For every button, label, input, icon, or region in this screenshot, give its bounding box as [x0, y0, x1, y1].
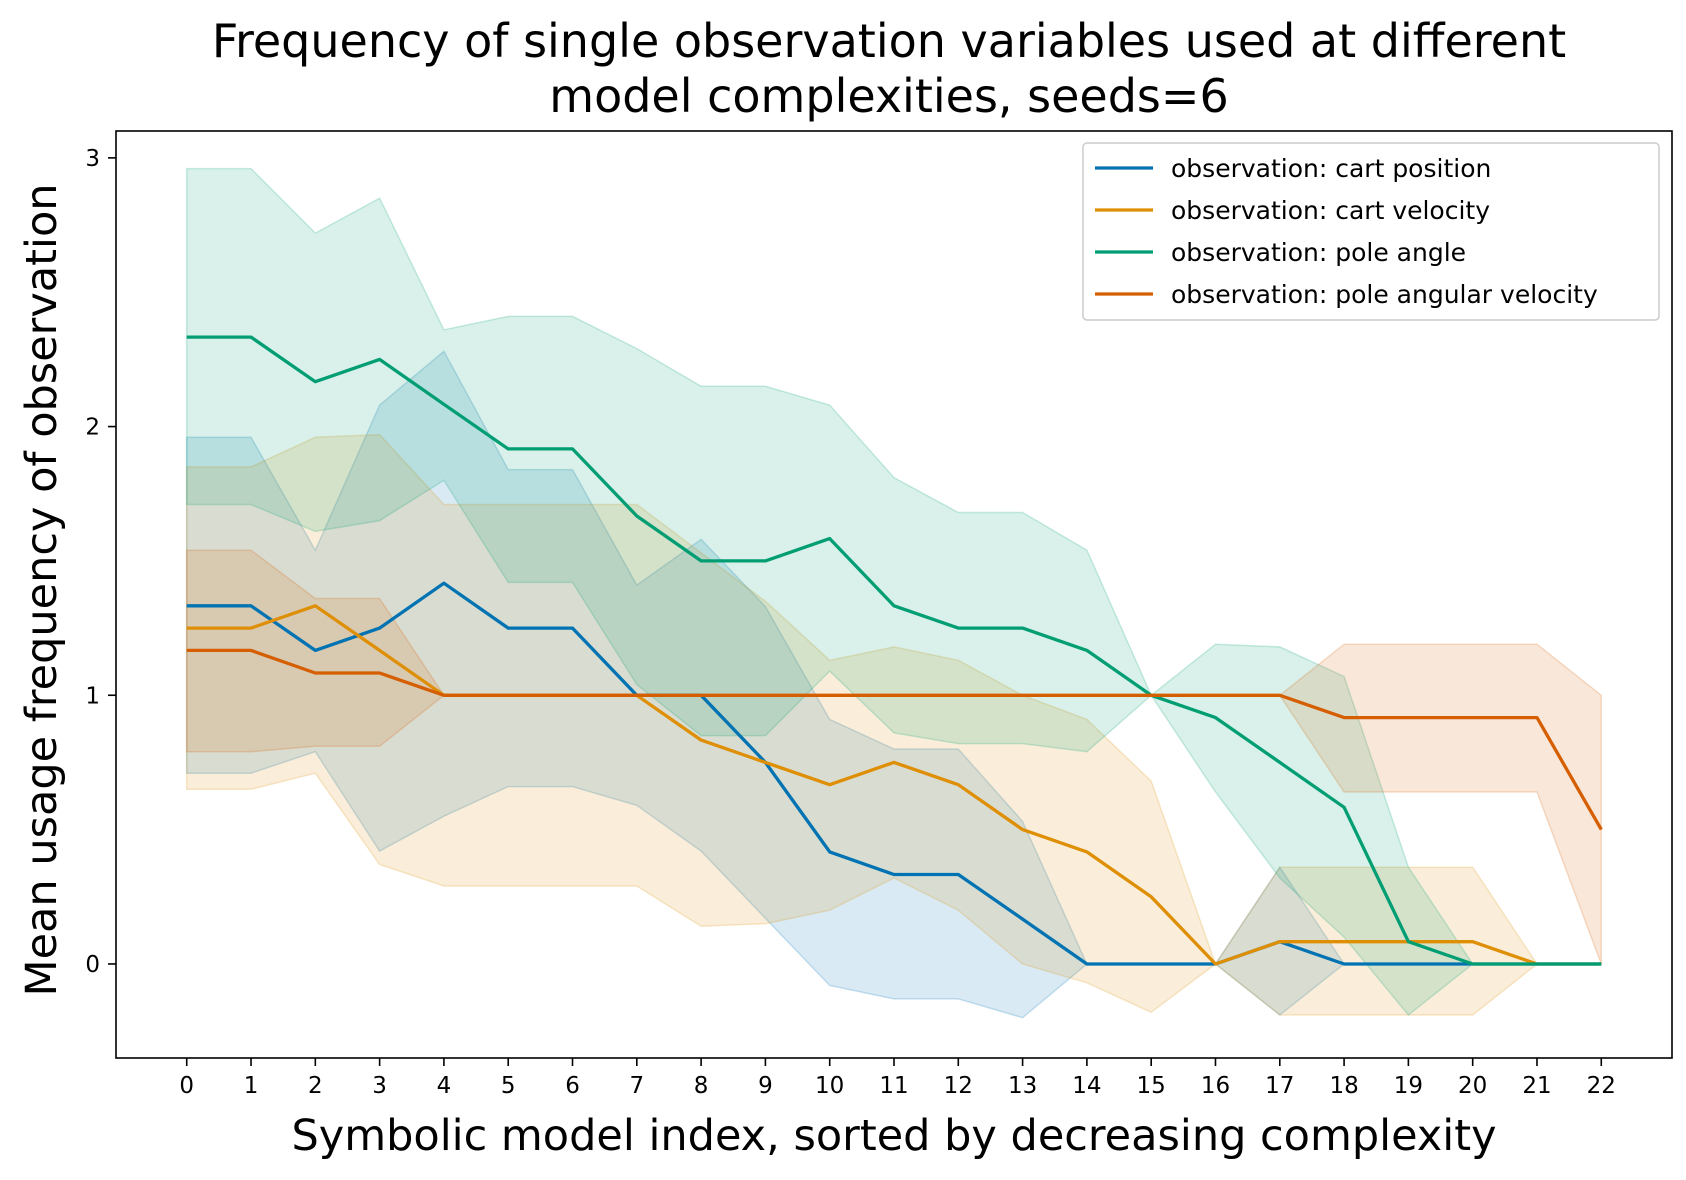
y-tick-label: 3	[85, 146, 100, 172]
x-tick-label: 8	[694, 1073, 709, 1099]
x-tick-label: 19	[1394, 1073, 1423, 1099]
chart-title-line-2: model complexities, seeds=6	[549, 69, 1228, 123]
series-line-2	[186, 335, 1602, 966]
y-tick-label: 0	[85, 952, 100, 978]
legend-label-0: observation: cart position	[1171, 154, 1491, 183]
x-tick-label: 21	[1522, 1073, 1551, 1099]
x-tick-label: 17	[1265, 1073, 1294, 1099]
y-tick-label: 1	[85, 683, 100, 709]
legend-label-1: observation: cart velocity	[1171, 196, 1490, 225]
x-tick-label: 14	[1072, 1073, 1101, 1099]
x-tick-label: 11	[879, 1073, 908, 1099]
x-tick-label: 10	[815, 1073, 844, 1099]
x-axis-label: Symbolic model index, sorted by decreasi…	[291, 1111, 1496, 1161]
x-tick-label: 3	[372, 1073, 387, 1099]
series-line-1	[186, 604, 1602, 966]
chart-title-line-1: Frequency of single observation variable…	[212, 14, 1566, 68]
x-tick-label: 5	[501, 1073, 516, 1099]
x-tick-label: 20	[1458, 1073, 1487, 1099]
x-tick-label: 4	[437, 1073, 452, 1099]
y-tick-label: 2	[85, 415, 100, 441]
series-line-3	[186, 648, 1603, 831]
x-tick-label: 2	[308, 1073, 323, 1099]
x-tick-label: 9	[758, 1073, 773, 1099]
x-axis-ticks: 0 1 2 3 4 5 6 7 8 9 10 11 12 13 14 15 16 17 18 19 20 21 22	[179, 1058, 1616, 1099]
x-tick-label: 6	[565, 1073, 580, 1099]
legend-box	[1082, 142, 1660, 321]
x-tick-label: 0	[179, 1073, 194, 1099]
x-tick-label: 13	[1008, 1073, 1037, 1099]
legend: observation: cart position observation: c…	[1082, 142, 1660, 321]
y-axis-ticks: 0 1 2 3	[85, 146, 116, 978]
legend-label-3: observation: pole angular velocity	[1171, 280, 1598, 309]
series-lines	[186, 335, 1603, 966]
x-tick-label: 7	[629, 1073, 644, 1099]
x-tick-label: 15	[1137, 1073, 1166, 1099]
x-tick-label: 12	[944, 1073, 973, 1099]
y-axis-label: Mean usage frequency of observation	[17, 183, 67, 996]
x-tick-label: 22	[1587, 1073, 1616, 1099]
x-tick-label: 16	[1201, 1073, 1230, 1099]
legend-label-2: observation: pole angle	[1171, 238, 1466, 267]
x-tick-label: 1	[244, 1073, 259, 1099]
x-tick-label: 18	[1329, 1073, 1358, 1099]
series-line-0	[186, 581, 1602, 966]
